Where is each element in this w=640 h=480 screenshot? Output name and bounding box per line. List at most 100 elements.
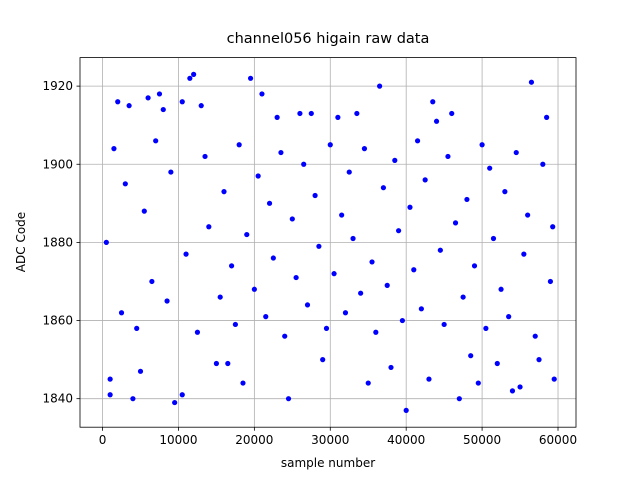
- point: [388, 364, 394, 371]
- point: [547, 278, 554, 285]
- point: [301, 161, 307, 167]
- x-tick-label: 30000: [311, 433, 349, 447]
- point: [278, 149, 284, 156]
- point: [232, 321, 238, 328]
- point: [172, 399, 178, 406]
- point: [153, 138, 159, 144]
- point: [528, 79, 535, 85]
- point: [179, 392, 185, 398]
- point: [399, 317, 405, 324]
- grid: [80, 57, 576, 428]
- point: [521, 251, 527, 257]
- point: [551, 376, 557, 382]
- point: [407, 204, 413, 210]
- point: [225, 360, 231, 367]
- point: [206, 224, 212, 230]
- point: [483, 325, 489, 331]
- point: [550, 224, 556, 230]
- point: [327, 142, 333, 148]
- point: [471, 263, 478, 269]
- point: [369, 259, 375, 265]
- point: [168, 169, 174, 175]
- point: [414, 138, 421, 144]
- point: [289, 216, 295, 222]
- point: [130, 396, 136, 402]
- point: [217, 294, 223, 300]
- point: [475, 380, 481, 386]
- point: [502, 189, 508, 195]
- point: [308, 110, 314, 117]
- point: [270, 255, 276, 261]
- y-tick-label: 1860: [42, 314, 73, 328]
- point: [392, 157, 398, 163]
- point: [449, 110, 455, 117]
- point: [156, 91, 163, 97]
- point: [525, 212, 531, 218]
- point: [149, 278, 155, 285]
- point: [380, 185, 387, 191]
- point: [160, 106, 166, 113]
- point: [111, 146, 117, 152]
- point: [134, 325, 140, 331]
- y-tick-label: 1920: [42, 79, 73, 93]
- point: [331, 271, 337, 277]
- point: [346, 169, 352, 175]
- point: [316, 243, 322, 249]
- x-tick-label: 40000: [387, 433, 425, 447]
- point: [179, 99, 185, 105]
- point: [282, 333, 288, 339]
- point: [365, 380, 371, 386]
- point: [145, 95, 151, 101]
- point: [464, 196, 470, 203]
- point: [403, 407, 409, 413]
- point: [107, 392, 113, 398]
- point: [202, 153, 208, 160]
- point: [335, 114, 341, 120]
- point: [122, 181, 128, 187]
- point: [137, 368, 144, 374]
- point: [494, 360, 500, 367]
- point: [115, 99, 121, 105]
- ticks: 0 10000 20000 30000 40000 50000 60000 1840 1860 1…: [42, 79, 577, 447]
- point: [536, 357, 542, 363]
- point: [452, 220, 459, 226]
- point: [509, 388, 516, 394]
- point: [251, 286, 257, 292]
- point: [304, 302, 311, 308]
- point: [411, 267, 417, 273]
- point: [263, 314, 269, 320]
- point: [285, 396, 292, 402]
- point: [377, 83, 383, 89]
- point: [194, 329, 201, 335]
- y-tick-label: 1840: [42, 392, 73, 406]
- point: [433, 118, 440, 124]
- point: [418, 306, 424, 312]
- point: [187, 75, 193, 81]
- point: [487, 165, 493, 171]
- point: [293, 274, 299, 281]
- point: [544, 114, 550, 120]
- point: [479, 142, 485, 148]
- point: [498, 286, 504, 292]
- point: [164, 298, 170, 304]
- point: [354, 110, 360, 117]
- point: [339, 212, 345, 218]
- point: [126, 103, 132, 109]
- point: [274, 114, 280, 120]
- point: [221, 189, 227, 195]
- point: [426, 376, 432, 382]
- point: [445, 153, 451, 160]
- point: [395, 228, 402, 234]
- point: [213, 360, 220, 367]
- point: [244, 231, 250, 238]
- x-axis-label: sample number: [281, 456, 375, 470]
- point: [323, 325, 330, 331]
- point: [361, 146, 368, 152]
- point: [312, 192, 318, 199]
- point: [532, 333, 538, 339]
- point: [540, 161, 546, 167]
- point: [266, 200, 273, 206]
